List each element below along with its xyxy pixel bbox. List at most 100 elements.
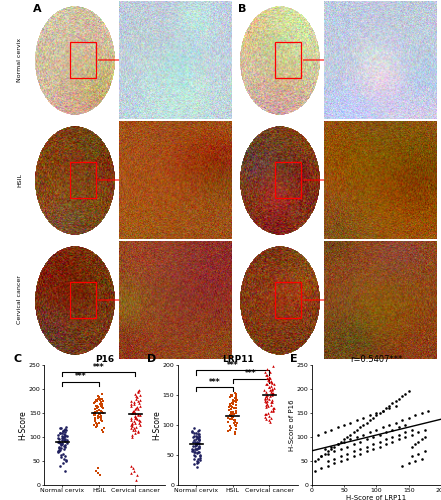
Point — [91, 412, 98, 420]
Point — [392, 418, 399, 426]
Point — [265, 373, 272, 381]
Point — [194, 427, 201, 435]
Point — [399, 462, 406, 470]
Point — [425, 406, 432, 414]
Point — [96, 396, 103, 404]
Point — [93, 404, 101, 412]
Point — [93, 407, 101, 415]
Point — [227, 412, 234, 420]
Point — [98, 395, 105, 403]
Point — [193, 436, 200, 444]
Point — [62, 436, 69, 444]
Point — [268, 382, 275, 390]
Point — [370, 445, 377, 453]
Point — [95, 406, 102, 413]
Point — [100, 428, 107, 436]
Bar — [275, 42, 301, 78]
Point — [324, 448, 331, 456]
Point — [195, 442, 202, 450]
Point — [266, 374, 273, 382]
Point — [231, 421, 238, 429]
Point — [227, 422, 234, 430]
Point — [133, 472, 140, 480]
Point — [265, 376, 272, 384]
Point — [91, 404, 98, 412]
Point — [127, 469, 135, 477]
Point — [321, 445, 328, 453]
Point — [229, 415, 236, 423]
Point — [131, 412, 138, 420]
Point — [264, 364, 271, 372]
Point — [379, 406, 386, 414]
Point — [402, 390, 409, 398]
Point — [396, 424, 403, 432]
Point — [130, 466, 137, 474]
Point — [131, 404, 138, 412]
Point — [331, 460, 338, 468]
Point — [128, 422, 135, 430]
Point — [193, 429, 200, 437]
Point — [97, 414, 105, 422]
Point — [268, 398, 275, 406]
Point — [233, 419, 240, 427]
Point — [195, 443, 202, 451]
Point — [233, 394, 240, 402]
Bar — [70, 162, 96, 198]
Point — [96, 410, 103, 418]
Point — [194, 438, 201, 446]
Point — [136, 402, 143, 410]
Point — [94, 403, 101, 411]
Point — [268, 379, 275, 387]
Point — [226, 402, 233, 410]
Point — [226, 406, 233, 414]
Point — [262, 380, 269, 388]
Point — [268, 388, 275, 396]
Point — [195, 444, 202, 452]
Point — [324, 462, 331, 470]
Point — [311, 466, 318, 474]
Point — [270, 404, 277, 412]
Point — [350, 452, 357, 460]
Point — [58, 440, 65, 448]
Point — [189, 433, 196, 441]
Point — [190, 446, 197, 454]
Point — [262, 392, 269, 400]
Point — [61, 426, 68, 434]
Point — [363, 448, 370, 456]
Point — [60, 445, 67, 453]
Point — [128, 400, 135, 408]
Point — [264, 380, 271, 388]
Point — [57, 446, 64, 454]
Point — [56, 439, 63, 447]
Point — [268, 386, 275, 394]
Point — [232, 422, 239, 430]
Point — [347, 418, 354, 426]
Point — [92, 396, 99, 404]
Point — [99, 398, 106, 406]
Point — [382, 440, 389, 448]
Point — [230, 408, 237, 416]
Point — [344, 433, 351, 441]
Point — [129, 430, 136, 438]
Point — [94, 422, 101, 430]
Point — [189, 442, 196, 450]
Point — [131, 418, 138, 426]
Point — [59, 440, 66, 448]
Point — [232, 392, 239, 400]
Point — [57, 462, 64, 470]
Point — [267, 401, 274, 409]
Point — [265, 382, 272, 390]
Point — [135, 388, 142, 396]
Point — [350, 448, 357, 456]
Y-axis label: H-Score: H-Score — [152, 410, 161, 440]
Point — [96, 394, 103, 402]
Point — [196, 448, 203, 456]
Point — [224, 418, 232, 426]
Point — [94, 422, 101, 430]
Point — [373, 409, 380, 417]
Point — [91, 400, 98, 407]
Point — [63, 456, 70, 464]
Point — [389, 438, 396, 446]
Point — [194, 454, 201, 462]
Point — [56, 429, 64, 437]
